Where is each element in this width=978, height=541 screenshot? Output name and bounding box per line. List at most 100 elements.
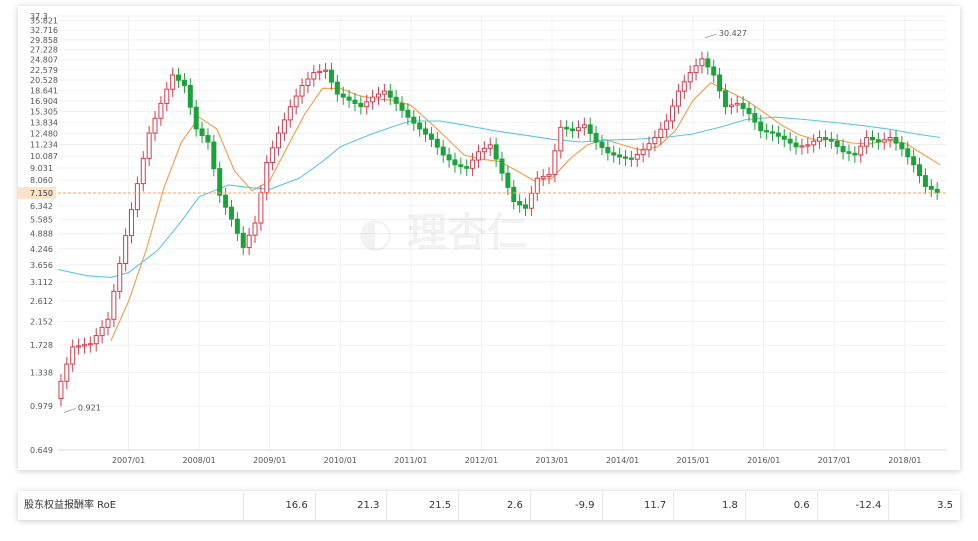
candle-body — [711, 66, 717, 76]
candle — [805, 137, 811, 154]
candle — [552, 143, 558, 183]
annotations: 30.427 0.921 — [63, 29, 747, 413]
candle-body — [622, 156, 628, 159]
candle-body — [446, 154, 452, 161]
y-tick-label: 15.305 — [30, 107, 58, 116]
candle — [328, 62, 334, 90]
candle-body — [646, 143, 652, 151]
candle — [76, 338, 82, 355]
candle-body — [705, 58, 711, 68]
candle — [423, 121, 429, 142]
candle-body — [381, 90, 387, 95]
candle-body — [864, 136, 870, 147]
candle-body — [64, 363, 70, 382]
candle-body — [881, 139, 887, 143]
y-tick-label: 1.728 — [30, 341, 53, 350]
y-tick-label: 7.150 — [30, 189, 53, 198]
candle — [640, 142, 646, 163]
candle — [570, 121, 576, 139]
candle — [834, 133, 840, 155]
candle-body — [887, 136, 893, 141]
candle-body — [105, 318, 111, 328]
candle-body — [511, 186, 517, 203]
candle-body — [493, 144, 499, 160]
candle-body — [587, 124, 593, 134]
candle — [828, 132, 834, 149]
candlestick-chart[interactable]: ◐ 理杏仁 7.150 0.649 0.979 1.338 1.728 2.152 2.6… — [18, 6, 960, 470]
candle — [505, 165, 511, 196]
candle-body — [81, 344, 87, 347]
candle — [146, 125, 152, 167]
candle-body — [552, 150, 558, 175]
candle — [176, 67, 182, 89]
candle — [305, 71, 311, 94]
candle — [517, 194, 523, 213]
candle — [740, 96, 746, 117]
candle — [129, 202, 135, 244]
annotation: 30.427 — [704, 29, 747, 39]
candle-body — [181, 79, 187, 86]
candle — [869, 130, 875, 148]
x-tick-label: 2012/01 — [465, 456, 498, 465]
candle — [599, 134, 605, 156]
candle — [687, 65, 693, 90]
candle — [170, 67, 176, 97]
candle-body — [534, 177, 540, 194]
candle-body — [123, 235, 129, 265]
candle — [205, 128, 211, 150]
roe-value: 1.8 — [674, 491, 746, 520]
candle — [164, 81, 170, 112]
x-tick-label: 2017/01 — [818, 456, 851, 465]
candle — [752, 106, 758, 130]
candle — [458, 157, 464, 175]
candle — [140, 151, 146, 192]
candle — [893, 130, 899, 151]
candle-body — [305, 78, 311, 86]
candle — [387, 83, 393, 106]
annotation: 0.921 — [63, 404, 101, 413]
candle — [364, 94, 370, 115]
x-tick-label: 2014/01 — [606, 456, 639, 465]
candle — [846, 144, 852, 162]
y-tick-label: 5.585 — [30, 215, 53, 224]
candle — [240, 226, 246, 256]
y-tick-label: 13.834 — [30, 118, 58, 127]
candle-body — [323, 69, 329, 72]
candle — [276, 125, 282, 156]
candle — [540, 169, 546, 187]
x-tick-label: 2015/01 — [677, 456, 710, 465]
candle — [840, 139, 846, 160]
candle — [270, 140, 276, 171]
candle-body — [634, 153, 640, 160]
candle — [193, 99, 199, 137]
candle-body — [205, 134, 211, 143]
candle — [534, 171, 540, 202]
candle-body — [176, 74, 182, 81]
candle-body — [217, 168, 223, 196]
candle — [64, 356, 70, 390]
candle-body — [464, 166, 470, 169]
candle-body — [799, 145, 805, 148]
candle — [758, 114, 764, 139]
candle — [675, 83, 681, 114]
candle — [252, 215, 258, 244]
candle — [134, 176, 140, 218]
current-price-line: 7.150 — [18, 186, 946, 199]
y-tick-label: 1.338 — [30, 368, 53, 377]
candle — [899, 135, 905, 157]
y-tick-label: 9.031 — [30, 164, 53, 173]
candle-body — [558, 126, 564, 152]
roe-value: 11.7 — [603, 491, 675, 520]
candle — [728, 97, 734, 115]
x-tick-label: 2013/01 — [535, 456, 568, 465]
candle-body — [70, 346, 76, 365]
candle — [317, 64, 323, 81]
candle — [705, 51, 711, 75]
candle — [293, 88, 299, 115]
candle — [905, 141, 911, 165]
candle — [622, 149, 628, 166]
candle-body — [593, 132, 599, 143]
candle-body — [134, 183, 140, 211]
y-tick-label: 11.234 — [30, 141, 58, 150]
y-tick-label: 32.716 — [30, 26, 58, 35]
